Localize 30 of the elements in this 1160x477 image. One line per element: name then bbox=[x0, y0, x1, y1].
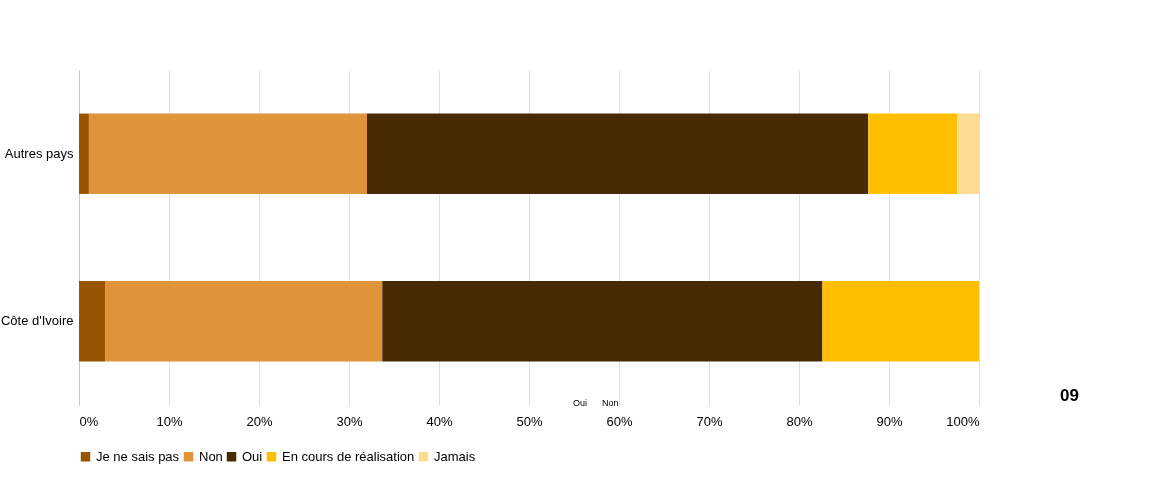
x-tick-label: 50% bbox=[516, 413, 543, 429]
legend-label: Non bbox=[199, 448, 223, 464]
x-tick-label: 0% bbox=[79, 413, 99, 429]
legend-label: Je ne sais pas bbox=[96, 448, 180, 464]
bar bbox=[957, 113, 979, 194]
x-tick-label: 10% bbox=[156, 413, 183, 429]
x-tick-label: 60% bbox=[606, 413, 633, 429]
x-tick-label: 100% bbox=[946, 413, 980, 429]
x-tick-label: 40% bbox=[426, 413, 453, 429]
bar bbox=[868, 113, 958, 194]
legend-label: Oui bbox=[242, 448, 263, 464]
legend-label: En cours de réalisation bbox=[282, 448, 415, 464]
y-tick-label: Côte d'Ivoire bbox=[0, 313, 74, 329]
x-tick-label: 30% bbox=[336, 413, 363, 429]
x-tick-label: 20% bbox=[246, 413, 273, 429]
x-tick-label: 70% bbox=[696, 413, 723, 429]
bar bbox=[105, 281, 383, 362]
bar bbox=[367, 113, 869, 194]
bar bbox=[88, 113, 367, 194]
x-tick-label: 90% bbox=[876, 413, 903, 429]
annotation: Oui bbox=[573, 398, 588, 408]
x-tick-label: 80% bbox=[786, 413, 813, 429]
bar bbox=[79, 113, 89, 194]
bar bbox=[822, 281, 979, 362]
bar bbox=[382, 281, 823, 362]
legend-label: Jamais bbox=[434, 448, 476, 464]
bar bbox=[79, 281, 106, 362]
y-tick-label: Autres pays bbox=[4, 145, 74, 161]
text: 09 bbox=[1060, 386, 1079, 406]
annotation: Non bbox=[602, 398, 619, 408]
